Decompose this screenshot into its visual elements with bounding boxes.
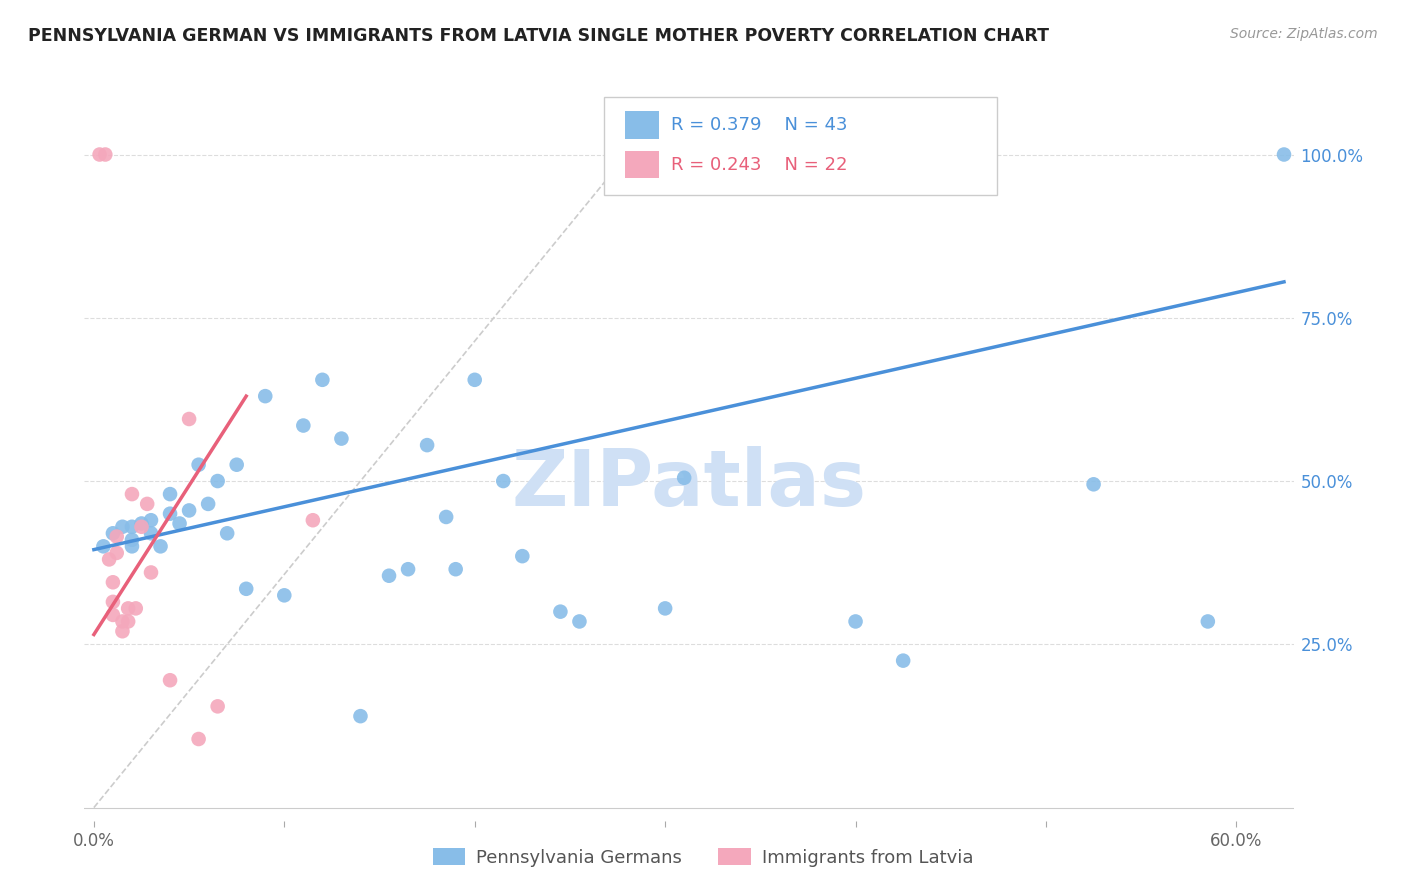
- Text: R = 0.379    N = 43: R = 0.379 N = 43: [671, 116, 848, 134]
- Point: [117, 615, 139, 629]
- Point: [121, 539, 143, 553]
- Point: [136, 497, 159, 511]
- Point: [207, 474, 229, 488]
- Point: [1272, 147, 1295, 161]
- Point: [105, 530, 128, 544]
- Point: [121, 533, 143, 547]
- Point: [159, 507, 181, 521]
- Point: [177, 412, 200, 426]
- Point: [225, 458, 247, 472]
- Point: [111, 615, 134, 629]
- Point: [98, 552, 121, 566]
- Point: [891, 654, 914, 668]
- Point: [177, 503, 200, 517]
- Point: [330, 432, 353, 446]
- Point: [434, 510, 457, 524]
- Point: [396, 562, 419, 576]
- Point: [378, 568, 401, 582]
- Point: [101, 526, 124, 541]
- FancyBboxPatch shape: [605, 96, 997, 195]
- Point: [94, 147, 117, 161]
- Point: [1197, 615, 1219, 629]
- Point: [217, 526, 239, 541]
- Point: [302, 513, 325, 527]
- Point: [125, 601, 148, 615]
- Point: [464, 373, 486, 387]
- Point: [159, 673, 181, 688]
- Point: [1083, 477, 1105, 491]
- Point: [169, 516, 191, 531]
- Point: [673, 471, 696, 485]
- Point: [139, 513, 162, 527]
- Point: [101, 607, 124, 622]
- Point: [159, 487, 181, 501]
- Point: [101, 575, 124, 590]
- Text: Source: ZipAtlas.com: Source: ZipAtlas.com: [1230, 27, 1378, 41]
- Point: [654, 601, 676, 615]
- Legend: Pennsylvania Germans, Immigrants from Latvia: Pennsylvania Germans, Immigrants from La…: [426, 841, 980, 874]
- Point: [510, 549, 533, 563]
- Point: [131, 520, 153, 534]
- Point: [89, 147, 111, 161]
- Point: [105, 546, 128, 560]
- Point: [207, 699, 229, 714]
- Point: [121, 520, 143, 534]
- Point: [111, 520, 134, 534]
- Point: [149, 539, 172, 553]
- Point: [444, 562, 467, 576]
- Point: [131, 516, 153, 531]
- Point: [492, 474, 515, 488]
- Point: [568, 615, 591, 629]
- Point: [550, 605, 572, 619]
- Bar: [624, 112, 659, 139]
- Point: [311, 373, 333, 387]
- Point: [117, 601, 139, 615]
- Point: [139, 566, 162, 580]
- Point: [254, 389, 277, 403]
- Point: [93, 539, 115, 553]
- Text: R = 0.243    N = 22: R = 0.243 N = 22: [671, 155, 848, 174]
- Point: [845, 615, 868, 629]
- Point: [273, 588, 295, 602]
- Point: [349, 709, 371, 723]
- Point: [139, 526, 162, 541]
- Bar: [624, 151, 659, 178]
- Point: [187, 731, 209, 746]
- Text: PENNSYLVANIA GERMAN VS IMMIGRANTS FROM LATVIA SINGLE MOTHER POVERTY CORRELATION : PENNSYLVANIA GERMAN VS IMMIGRANTS FROM L…: [28, 27, 1049, 45]
- Point: [292, 418, 315, 433]
- Point: [101, 595, 124, 609]
- Point: [235, 582, 257, 596]
- Point: [111, 624, 134, 639]
- Point: [121, 487, 143, 501]
- Text: ZIPatlas: ZIPatlas: [512, 446, 866, 522]
- Point: [197, 497, 219, 511]
- Point: [187, 458, 209, 472]
- Point: [416, 438, 439, 452]
